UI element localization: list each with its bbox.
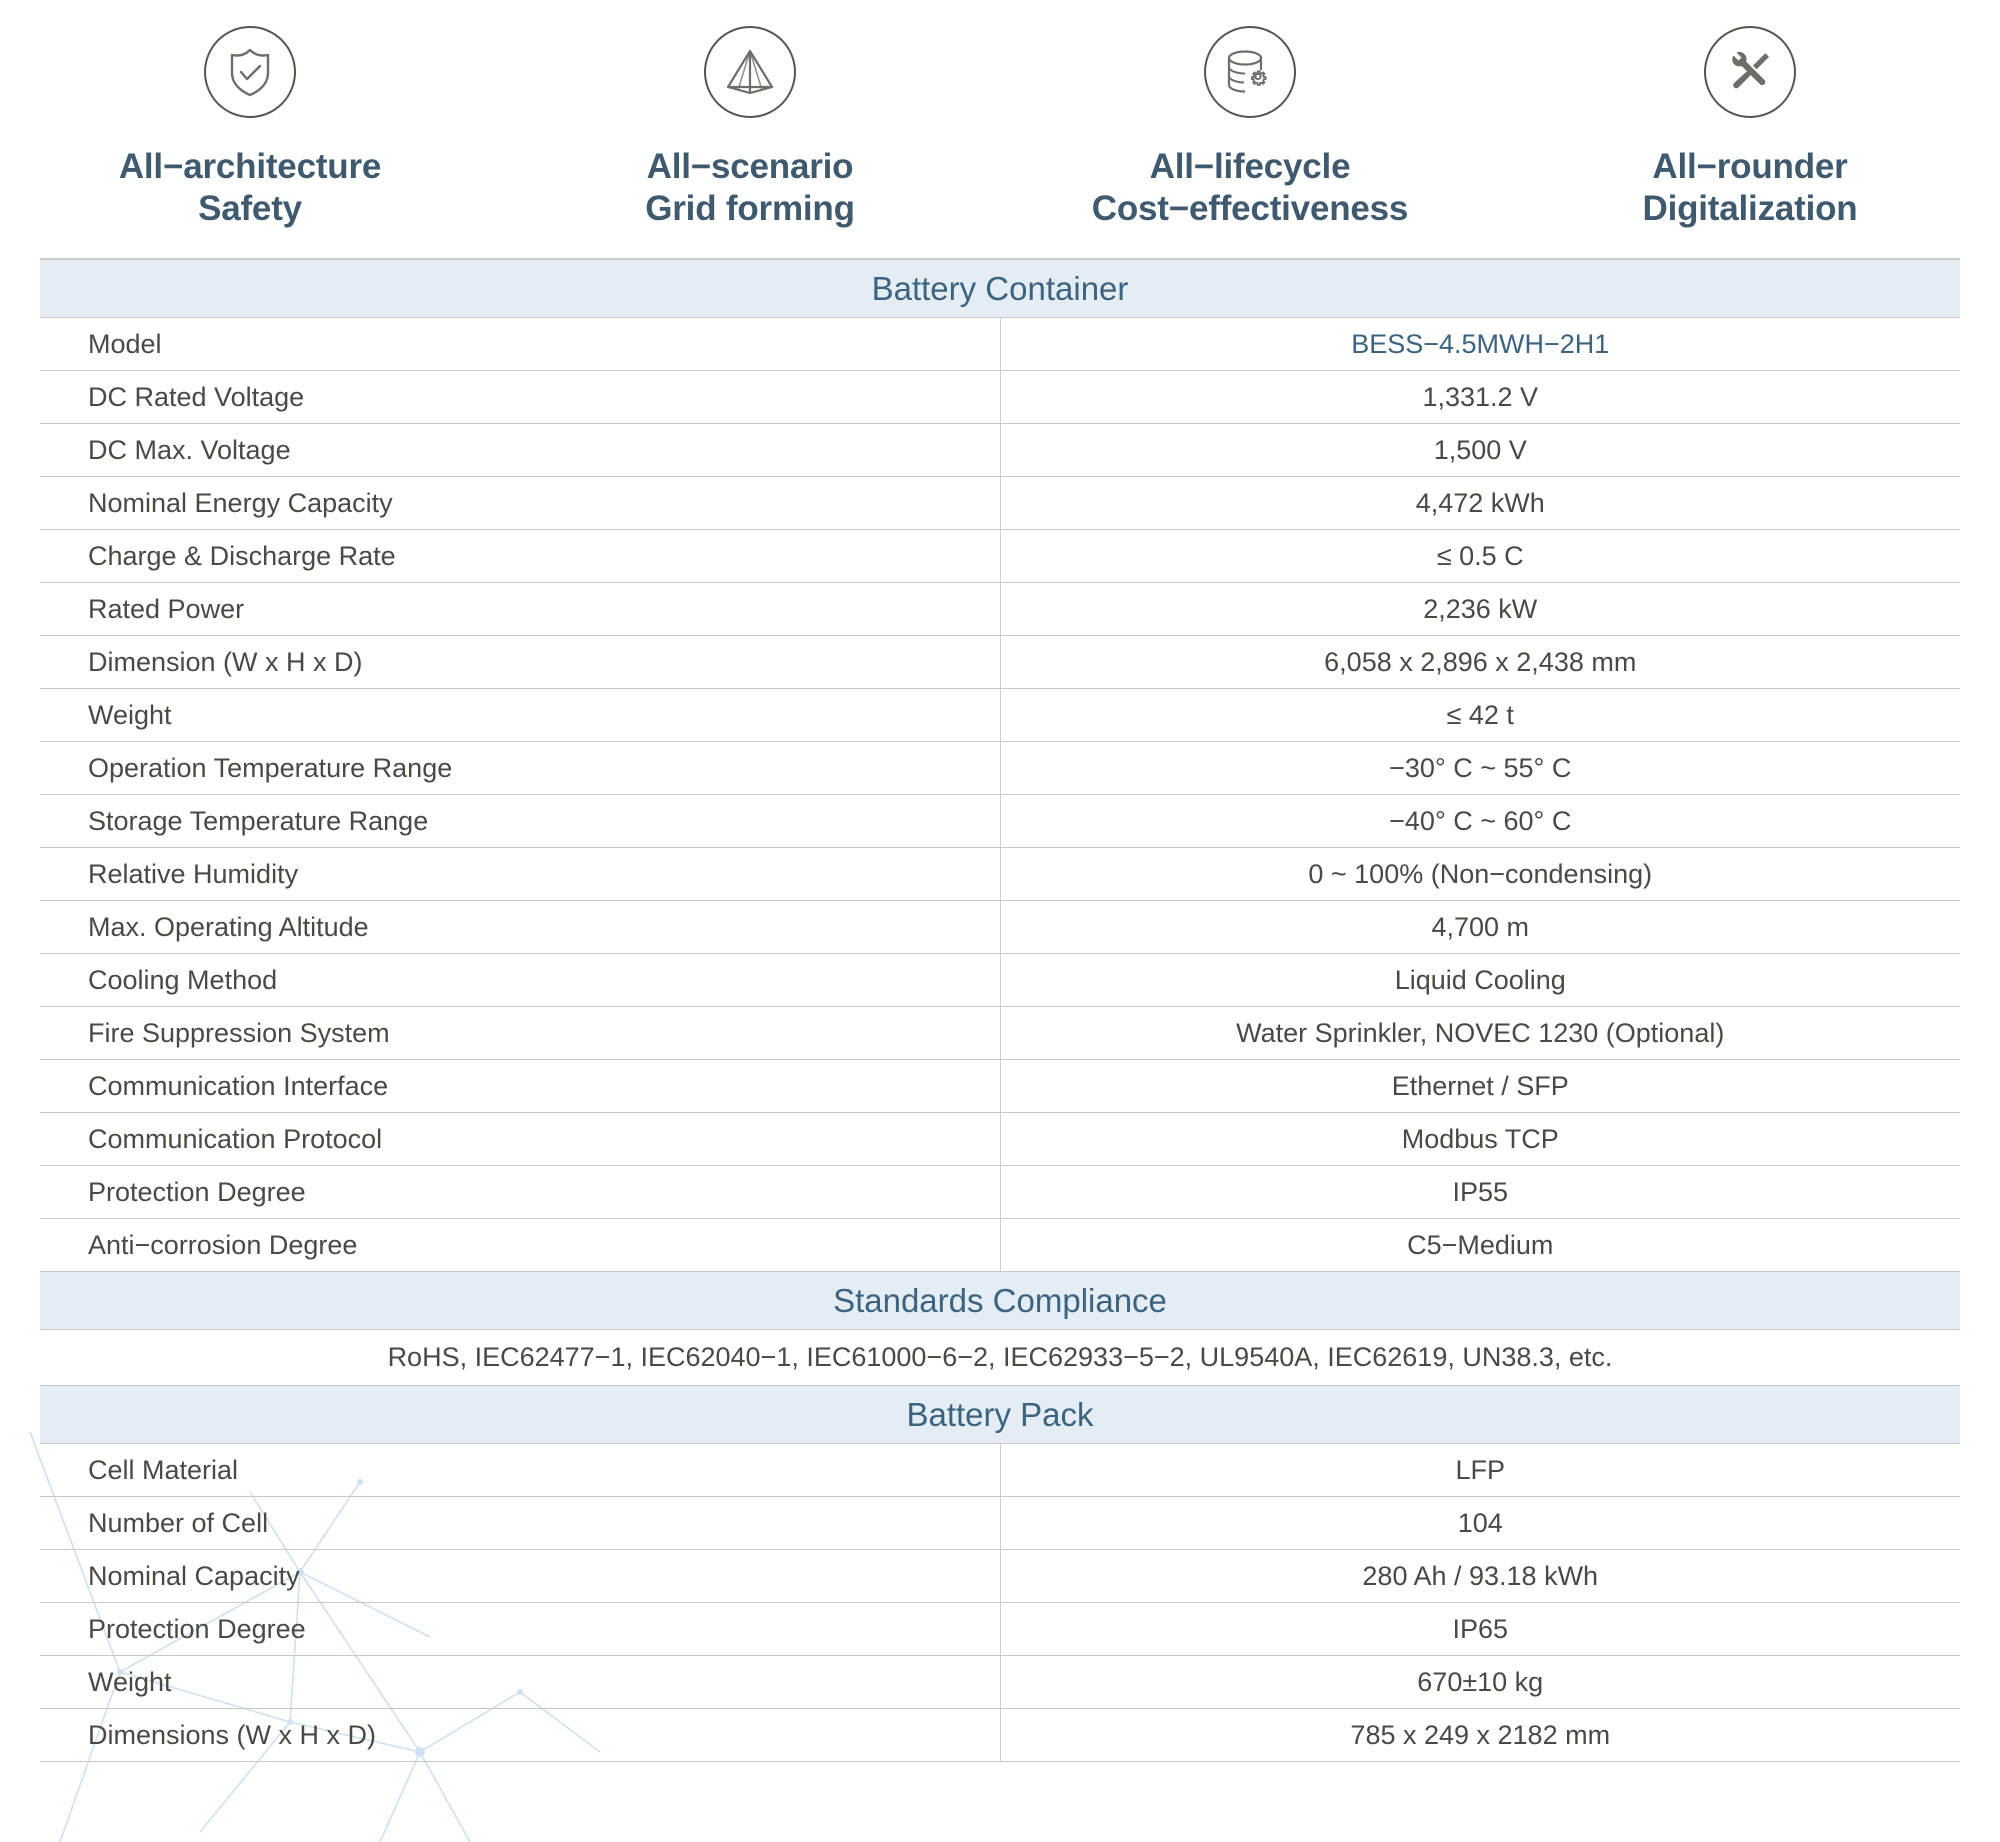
spec-value: BESS−4.5MWH−2H1	[1000, 317, 1960, 371]
spec-value: ≤ 42 t	[1000, 688, 1960, 742]
spec-value: Ethernet / SFP	[1000, 1059, 1960, 1113]
spec-value: Modbus TCP	[1000, 1112, 1960, 1166]
table-row: Number of Cell 104	[40, 1496, 1960, 1550]
table-row: DC Rated Voltage 1,331.2 V	[40, 370, 1960, 424]
wrench-screwdriver-icon	[1704, 26, 1796, 118]
spec-value: IP65	[1000, 1602, 1960, 1656]
spec-key: Operation Temperature Range	[40, 741, 1001, 795]
spec-key: Cell Material	[40, 1443, 1001, 1497]
standards-compliance-text: RoHS, IEC62477−1, IEC62040−1, IEC61000−6…	[40, 1329, 1960, 1386]
spec-key: Communication Interface	[40, 1059, 1001, 1113]
section-title: Standards Compliance	[40, 1271, 1960, 1330]
table-row: Operation Temperature Range −30° C ~ 55°…	[40, 741, 1960, 795]
table-row: Storage Temperature Range −40° C ~ 60° C	[40, 794, 1960, 848]
section-header-standards-compliance: Standards Compliance	[40, 1271, 1960, 1330]
database-gear-icon	[1204, 26, 1296, 118]
feature-item-safety: All−architecture Safety	[0, 26, 500, 230]
spec-value: 104	[1000, 1496, 1960, 1550]
spec-key: Cooling Method	[40, 953, 1001, 1007]
section-title: Battery Container	[40, 259, 1960, 318]
spec-value: IP55	[1000, 1165, 1960, 1219]
spec-value: 785 x 249 x 2182 mm	[1000, 1708, 1960, 1762]
table-row: DC Max. Voltage 1,500 V	[40, 423, 1960, 477]
spec-value: −40° C ~ 60° C	[1000, 794, 1960, 848]
table-row: Cooling Method Liquid Cooling	[40, 953, 1960, 1007]
table-row: Dimensions (W x H x D) 785 x 249 x 2182 …	[40, 1708, 1960, 1762]
table-row: Protection Degree IP55	[40, 1165, 1960, 1219]
feature-label-digitalization: All−rounder Digitalization	[1642, 147, 1858, 228]
specification-table-container: Battery Container Model BESS−4.5MWH−2H1 …	[40, 258, 1960, 1762]
feature-item-digitalization: All−rounder Digitalization	[1500, 26, 2000, 230]
table-row: Anti−corrosion Degree C5−Medium	[40, 1218, 1960, 1272]
table-row: Nominal Energy Capacity 4,472 kWh	[40, 476, 1960, 530]
spec-key: Weight	[40, 1655, 1001, 1709]
table-row: Nominal Capacity 280 Ah / 93.18 kWh	[40, 1549, 1960, 1603]
spec-value: −30° C ~ 55° C	[1000, 741, 1960, 795]
table-row: Communication Interface Ethernet / SFP	[40, 1059, 1960, 1113]
spec-key: Dimension (W x H x D)	[40, 635, 1001, 689]
table-row: Max. Operating Altitude 4,700 m	[40, 900, 1960, 954]
table-row: Weight ≤ 42 t	[40, 688, 1960, 742]
feature-label-grid-forming: All−scenario Grid forming	[645, 147, 855, 228]
spec-key: Model	[40, 317, 1001, 371]
spec-key: Relative Humidity	[40, 847, 1001, 901]
spec-value: 0 ~ 100% (Non−condensing)	[1000, 847, 1960, 901]
spec-key: Nominal Capacity	[40, 1549, 1001, 1603]
spec-key: Fire Suppression System	[40, 1006, 1001, 1060]
feature-label-cost-effectiveness: All−lifecycle Cost−effectiveness	[1091, 147, 1409, 228]
spec-key: Number of Cell	[40, 1496, 1001, 1550]
spec-value: 1,500 V	[1000, 423, 1960, 477]
feature-item-grid-forming: All−scenario Grid forming	[500, 26, 1000, 230]
spec-value: C5−Medium	[1000, 1218, 1960, 1272]
spec-key: Anti−corrosion Degree	[40, 1218, 1001, 1272]
table-row: Cell Material LFP	[40, 1443, 1960, 1497]
table-row: Charge & Discharge Rate ≤ 0.5 C	[40, 529, 1960, 583]
spec-value: Water Sprinkler, NOVEC 1230 (Optional)	[1000, 1006, 1960, 1060]
spec-value: 4,700 m	[1000, 900, 1960, 954]
pyramid-icon	[704, 26, 796, 118]
table-row: Rated Power 2,236 kW	[40, 582, 1960, 636]
spec-key: Charge & Discharge Rate	[40, 529, 1001, 583]
spec-value: 6,058 x 2,896 x 2,438 mm	[1000, 635, 1960, 689]
table-top-rule	[40, 258, 1960, 259]
table-row: Dimension (W x H x D) 6,058 x 2,896 x 2,…	[40, 635, 1960, 689]
spec-key: Weight	[40, 688, 1001, 742]
spec-value: 1,331.2 V	[1000, 370, 1960, 424]
spec-key: Max. Operating Altitude	[40, 900, 1001, 954]
shield-check-icon	[204, 26, 296, 118]
section-header-battery-pack: Battery Pack	[40, 1385, 1960, 1444]
spec-key: Protection Degree	[40, 1165, 1001, 1219]
spec-value: Liquid Cooling	[1000, 953, 1960, 1007]
feature-label-safety: All−architecture Safety	[118, 147, 382, 228]
spec-key: DC Rated Voltage	[40, 370, 1001, 424]
specification-table: Battery Container Model BESS−4.5MWH−2H1 …	[40, 259, 1960, 1762]
table-row: Weight 670±10 kg	[40, 1655, 1960, 1709]
table-row: Model BESS−4.5MWH−2H1	[40, 317, 1960, 371]
spec-value: 2,236 kW	[1000, 582, 1960, 636]
feature-item-cost-effectiveness: All−lifecycle Cost−effectiveness	[1000, 26, 1500, 230]
spec-key: DC Max. Voltage	[40, 423, 1001, 477]
table-row: Relative Humidity 0 ~ 100% (Non−condensi…	[40, 847, 1960, 901]
standards-compliance-row: RoHS, IEC62477−1, IEC62040−1, IEC61000−6…	[40, 1329, 1960, 1386]
spec-key: Storage Temperature Range	[40, 794, 1001, 848]
feature-strip: All−architecture Safety All−scenario Gri…	[0, 26, 2000, 230]
spec-value: 670±10 kg	[1000, 1655, 1960, 1709]
spec-key: Communication Protocol	[40, 1112, 1001, 1166]
spec-key: Nominal Energy Capacity	[40, 476, 1001, 530]
table-row: Communication Protocol Modbus TCP	[40, 1112, 1960, 1166]
section-header-battery-container: Battery Container	[40, 259, 1960, 318]
spec-value: ≤ 0.5 C	[1000, 529, 1960, 583]
spec-key: Rated Power	[40, 582, 1001, 636]
table-row: Protection Degree IP65	[40, 1602, 1960, 1656]
spec-key: Dimensions (W x H x D)	[40, 1708, 1001, 1762]
spec-value: 280 Ah / 93.18 kWh	[1000, 1549, 1960, 1603]
table-row: Fire Suppression System Water Sprinkler,…	[40, 1006, 1960, 1060]
spec-key: Protection Degree	[40, 1602, 1001, 1656]
section-title: Battery Pack	[40, 1385, 1960, 1444]
spec-value: 4,472 kWh	[1000, 476, 1960, 530]
spec-value: LFP	[1000, 1443, 1960, 1497]
